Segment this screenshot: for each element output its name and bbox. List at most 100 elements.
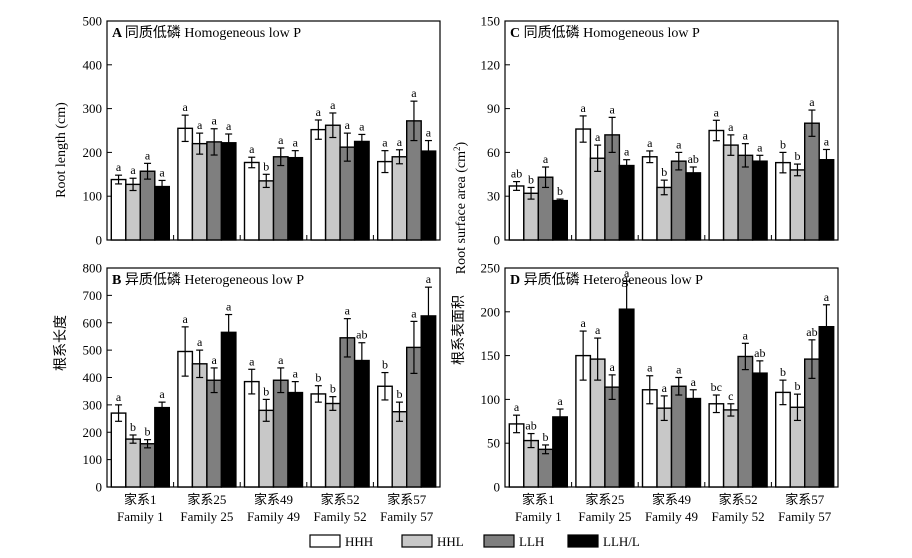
- sig-letter-d-c3-hhh: a: [647, 361, 653, 375]
- bar-b-c1-llhl: [154, 406, 171, 488]
- panel-d: 0 50 100 150 200 250 D 异质低磷 Heterogeneous low …: [481, 261, 839, 524]
- sig-letter-d-c2-llh: a: [609, 360, 615, 374]
- bar-c-c4-hhh: [708, 129, 725, 241]
- category-label-en-d-4: Family 52: [712, 509, 765, 524]
- sig-letter-b-c5-hhl: b: [396, 387, 402, 401]
- sig-letter-b-c2-llhl: a: [226, 300, 232, 314]
- panel-d-ytick-label-5: 250: [481, 261, 501, 276]
- sig-letter-a-c1-llh: a: [145, 148, 151, 162]
- bar-a-c4-llhl: [353, 140, 370, 241]
- sig-letter-b-c5-hhh: b: [382, 358, 388, 372]
- bar-c-c3-llh: [670, 160, 687, 241]
- bar-b-c4-llh: [339, 337, 356, 488]
- bar-b-c3-hhh: [243, 380, 260, 488]
- sig-letter-d-c5-llhl: a: [824, 290, 830, 304]
- panel-b-title: B 异质低磷 Heterogeneous low P: [112, 272, 304, 288]
- bar-b-c4-hhh: [310, 393, 327, 488]
- sig-letter-b-c3-llhl: a: [293, 367, 299, 381]
- sig-letter-d-c2-hhh: a: [580, 316, 586, 330]
- y-label-right-en-main: Root surface area (cm: [454, 151, 469, 274]
- sig-letter-d-c2-hhl: a: [595, 323, 601, 337]
- sig-letter-a-c3-llhl: a: [293, 136, 299, 150]
- sig-letter-a-c4-llh: a: [345, 118, 351, 132]
- bar-a-c3-llhl: [287, 156, 304, 241]
- panel-d-ytick-label-1: 50: [487, 436, 500, 451]
- bar-a-c2-hhl: [191, 142, 208, 241]
- sig-letter-c-c1-llhl: b: [557, 184, 563, 198]
- sig-letter-c-c2-llhl: a: [624, 145, 630, 159]
- bar-d-c4-hhl: [722, 409, 739, 488]
- y-label-left-cn: 根系长度: [53, 315, 69, 371]
- sig-letter-c-c1-hhl: b: [528, 172, 534, 186]
- panel-a-title-en: Homogeneous low P: [184, 26, 301, 41]
- bar-b-c1-llh: [139, 443, 156, 488]
- bar-d-c5-llhl: [818, 325, 835, 488]
- panel-c-ytick-label-2: 60: [487, 145, 500, 160]
- bar-c-c1-hhl: [523, 192, 539, 241]
- bar-c-c2-hhh: [575, 128, 592, 241]
- panel-a-title-letter: A: [112, 26, 125, 41]
- panel-d-title: D 异质低磷 Heterogeneous low P: [510, 272, 703, 288]
- category-label-cn-b-4: 家系52: [321, 492, 360, 507]
- panel-b-ytick-label-2: 200: [83, 425, 103, 440]
- category-label-en-d-5: Family 57: [778, 509, 832, 524]
- sig-letter-d-c4-llh: a: [743, 328, 749, 342]
- legend-swatch-hhl: [401, 534, 433, 548]
- category-label-cn-b-5: 家系57: [387, 492, 427, 507]
- bar-a-c3-hhh: [243, 161, 260, 241]
- bar-a-c1-hhl: [125, 183, 142, 241]
- sig-letter-a-c4-llhl: a: [359, 119, 365, 133]
- bar-d-c5-hhh: [775, 391, 791, 488]
- category-label-cn-d-5: 家系57: [785, 492, 825, 507]
- category-label-en-d-3: Family 49: [645, 509, 698, 524]
- sig-letter-b-c1-llhl: a: [159, 387, 165, 401]
- panel-a-ytick-label-2: 200: [83, 145, 103, 160]
- sig-letter-b-c4-llh: a: [345, 304, 351, 318]
- category-label-en-b-1: Family 1: [117, 509, 164, 524]
- bar-c-c1-hhh: [508, 185, 525, 241]
- bar-b-c5-hhl: [391, 411, 408, 488]
- panel-b-ytick-label-3: 300: [83, 397, 103, 412]
- category-label-cn-d-1: 家系1: [522, 492, 555, 507]
- panel-c-ytick-label-5: 150: [481, 14, 501, 29]
- legend: HHH HHL LLH LLH/L: [309, 534, 640, 549]
- sig-letter-a-c1-hhh: a: [116, 160, 122, 174]
- bar-c-c5-llh: [804, 122, 820, 241]
- sig-letter-c-c1-llh: a: [543, 152, 549, 166]
- sig-letter-d-c4-llhl: ab: [754, 346, 765, 360]
- sig-letter-c-c4-llh: a: [743, 129, 749, 143]
- sig-letter-c-c3-hhl: b: [661, 165, 667, 179]
- sig-letter-a-c2-hhl: a: [197, 118, 203, 132]
- bar-d-c4-llhl: [751, 372, 768, 488]
- panel-c-ytick-label-3: 90: [487, 101, 500, 116]
- panel-c-ytick-label-4: 120: [481, 57, 501, 72]
- panel-c-title-letter: C: [510, 26, 524, 41]
- bar-d-c1-hhh: [508, 423, 525, 488]
- sig-letter-d-c1-hhh: a: [514, 400, 520, 414]
- sig-letter-c-c5-llhl: a: [824, 134, 830, 148]
- category-label-en-b-2: Family 25: [180, 509, 233, 524]
- sig-letter-c-c3-hhh: a: [647, 136, 653, 150]
- panel-b-ytick-label-4: 400: [83, 370, 103, 385]
- sig-letter-d-c2-llhl: a: [624, 266, 630, 280]
- sig-letter-b-c3-hhl: b: [263, 384, 269, 398]
- panel-a-ytick-label-5: 500: [83, 14, 103, 29]
- panel-d-title-en: Heterogeneous low P: [583, 273, 703, 288]
- sig-letter-b-c1-llh: b: [145, 425, 151, 439]
- panel-a-ytick-label-1: 100: [83, 189, 103, 204]
- y-label-right-cn: 根系表面积: [451, 295, 467, 365]
- panel-b-title-en: Heterogeneous low P: [184, 273, 304, 288]
- bar-b-c4-llhl: [353, 359, 370, 488]
- bar-c-c5-hhh: [775, 161, 791, 241]
- sig-letter-c-c3-llh: a: [676, 137, 682, 151]
- sig-letter-a-c5-hhh: a: [382, 136, 388, 150]
- category-label-en-b-3: Family 49: [247, 509, 300, 524]
- legend-swatch-llh: [483, 534, 515, 548]
- sig-letter-b-c5-llh: a: [411, 306, 417, 320]
- category-label-cn-b-3: 家系49: [254, 492, 293, 507]
- bar-c-c5-hhl: [789, 169, 806, 241]
- bar-d-c2-llh: [604, 386, 621, 488]
